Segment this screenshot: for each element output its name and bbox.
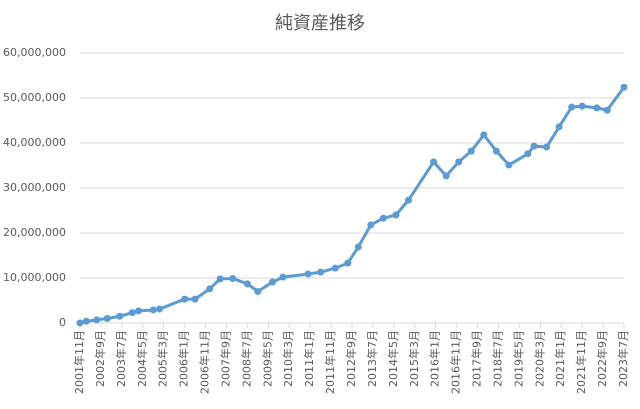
x-tick-label: 2005年3月: [156, 330, 170, 387]
data-point: [268, 278, 276, 286]
data-point: [181, 295, 189, 303]
data-point: [93, 316, 101, 324]
data-point: [530, 142, 538, 150]
data-point: [191, 295, 199, 303]
x-tick-label: 2017年9月: [470, 330, 484, 387]
data-point: [555, 123, 563, 131]
x-tick-label: 2011年1月: [302, 330, 316, 387]
data-point: [76, 319, 84, 327]
x-tick-label: 2012年9月: [344, 330, 358, 387]
x-tick-label: 2018年7月: [490, 330, 504, 387]
x-tick-label: 2004年5月: [135, 330, 149, 387]
y-tick-label: 20,000,000: [3, 226, 66, 239]
data-point: [524, 150, 532, 158]
y-tick-label: 40,000,000: [3, 136, 66, 149]
data-point: [135, 307, 143, 315]
data-point: [243, 280, 251, 288]
data-point: [279, 273, 287, 281]
data-point: [543, 143, 551, 151]
x-tick-label: 2014年5月: [386, 330, 400, 387]
x-tick-label: 2020年3月: [532, 330, 546, 387]
x-tick-label: 2010年3月: [281, 330, 295, 387]
data-point: [344, 259, 352, 267]
data-point: [404, 196, 412, 204]
x-tick-label: 2019年5月: [511, 330, 525, 387]
data-point: [392, 211, 400, 219]
data-point: [568, 103, 576, 111]
data-point: [116, 312, 124, 320]
data-point: [354, 243, 362, 251]
x-tick-label: 2009年5月: [260, 330, 274, 387]
y-tick-label: 0: [59, 316, 66, 329]
data-point: [254, 288, 262, 295]
y-tick-label: 30,000,000: [3, 181, 66, 194]
x-tick-label: 2015年3月: [407, 330, 421, 387]
x-tick-label: 2001年11月: [72, 330, 86, 394]
x-tick-label: 2006年1月: [177, 330, 191, 387]
x-tick-label: 2011年11月: [323, 330, 337, 394]
data-point: [442, 172, 450, 180]
data-point: [578, 102, 586, 110]
x-tick-label: 2002年9月: [93, 330, 107, 387]
data-point: [156, 305, 164, 313]
data-point: [455, 158, 463, 166]
data-point: [593, 104, 601, 112]
x-tick-label: 2022年9月: [595, 330, 609, 387]
data-point: [430, 158, 438, 166]
x-tick-label: 2003年7月: [114, 330, 128, 387]
chart-title: 純資産推移: [275, 13, 365, 34]
x-tick-label: 2016年1月: [428, 330, 442, 387]
data-point: [367, 221, 375, 229]
data-point: [82, 317, 90, 325]
x-tick-label: 2021年11月: [574, 330, 588, 394]
y-tick-label: 10,000,000: [3, 271, 66, 284]
x-tick-label: 2016年11月: [449, 330, 463, 394]
data-point: [216, 275, 224, 283]
data-point: [317, 268, 325, 276]
y-tick-label: 50,000,000: [3, 91, 66, 104]
data-point: [620, 83, 628, 91]
data-point: [603, 106, 611, 114]
x-tick-label: 2013年7月: [365, 330, 379, 387]
data-point: [103, 315, 111, 322]
y-tick-label: 60,000,000: [3, 46, 66, 59]
data-point: [229, 274, 237, 282]
data-point: [505, 161, 513, 169]
data-point: [331, 264, 339, 272]
x-tick-label: 2008年7月: [239, 330, 253, 387]
data-point: [492, 147, 500, 155]
data-point: [128, 309, 136, 317]
x-tick-label: 2023年7月: [616, 330, 630, 387]
data-point: [149, 306, 157, 314]
x-tick-label: 2021年1月: [553, 330, 567, 387]
data-point: [467, 147, 475, 155]
data-point: [206, 285, 214, 293]
x-tick-label: 2007年9月: [218, 330, 232, 387]
data-point: [379, 214, 387, 222]
x-tick-label: 2006年11月: [198, 330, 212, 394]
data-point: [480, 131, 488, 139]
data-line: [79, 86, 626, 325]
data-point: [304, 270, 312, 278]
